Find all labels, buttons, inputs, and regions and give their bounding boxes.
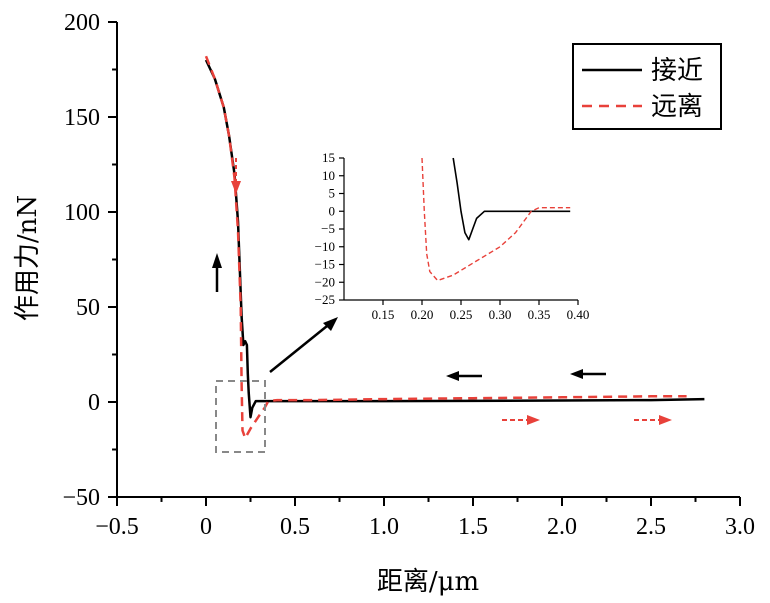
x-axis-title: 距离/μm xyxy=(377,567,479,597)
approach-arrow-up xyxy=(212,253,222,292)
inset-series-group xyxy=(421,157,571,282)
legend-label-retract: 远离 xyxy=(651,92,703,122)
approach-arrow-left-2 xyxy=(570,369,606,379)
main-x-tick-label: 3.0 xyxy=(725,514,755,540)
retract-arrow-right-2 xyxy=(634,415,672,425)
main-x-tick-label: 0 xyxy=(200,514,212,540)
main-series-line-retract xyxy=(204,55,687,440)
inset-x-tick-label: 0.25 xyxy=(450,307,473,322)
inset-y-tick-label: 0 xyxy=(329,203,336,218)
legend-box xyxy=(572,43,722,130)
main-x-tick-label: 1.5 xyxy=(458,514,488,540)
main-x-tick-label: −0.5 xyxy=(95,514,139,540)
inset-series-line-approach xyxy=(452,157,571,241)
inset-series-line-retract xyxy=(421,157,571,282)
inset-y-tick-label: 10 xyxy=(322,168,335,183)
main-x-tick-label: 0.5 xyxy=(280,514,310,540)
inset-x-tick-label: 0.30 xyxy=(489,307,512,322)
main-x-tick-label: 2.5 xyxy=(636,514,666,540)
legend-label-approach: 接近 xyxy=(651,56,703,86)
zoom-region-box xyxy=(215,380,266,453)
inset-pointer-arrow xyxy=(269,317,338,373)
inset-y-tick-label: −10 xyxy=(315,239,335,254)
legend: 接近 远离 xyxy=(572,43,722,130)
inset-x-tick-label: 0.40 xyxy=(567,307,590,322)
main-x-tick-label: 2.0 xyxy=(547,514,577,540)
main-y-tick-label: 0 xyxy=(88,390,100,416)
inset-y-tick-label: 15 xyxy=(322,150,335,165)
retract-arrow-down xyxy=(231,158,241,194)
inset-x-tick-label: 0.35 xyxy=(528,307,551,322)
main-y-tick-label: 100 xyxy=(64,200,100,226)
inset-y-tick-label: −15 xyxy=(315,257,335,272)
inset-y-tick-label: −20 xyxy=(315,274,335,289)
main-x-tick-label: 1.0 xyxy=(369,514,399,540)
inset-x-tick-label: 0.20 xyxy=(411,307,434,322)
inset-y-tick-label: −5 xyxy=(321,221,335,236)
inset-y-tick-label: −25 xyxy=(315,292,335,307)
main-y-tick-label: −50 xyxy=(62,485,100,511)
main-y-tick-label: 50 xyxy=(76,295,100,321)
approach-arrow-left-1 xyxy=(446,371,482,381)
inset-x-tick-label: 0.15 xyxy=(372,307,395,322)
inset-axes: 0.15 0.20 0.25 0.30 0.35 0.40 15 10 5 0 −5 −10 −15 −2… xyxy=(315,150,590,322)
main-series-group xyxy=(204,55,705,440)
main-y-tick-label: 200 xyxy=(64,10,100,36)
y-axis-title: 作用力/nN xyxy=(13,195,43,321)
main-y-tick-label: 150 xyxy=(64,105,100,131)
inset-y-tick-label: 5 xyxy=(329,186,336,201)
retract-arrow-right-1 xyxy=(502,415,540,425)
